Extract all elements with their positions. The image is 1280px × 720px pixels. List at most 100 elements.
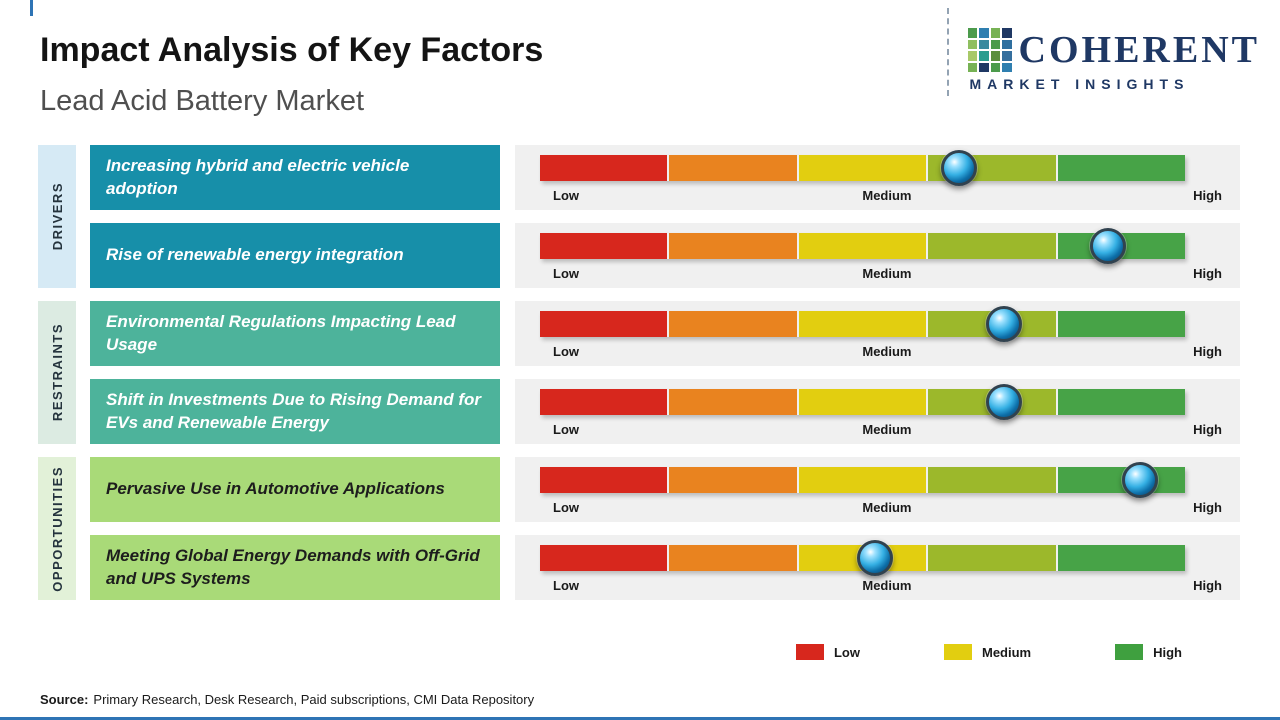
factor-row: Shift in Investments Due to Rising Deman… <box>90 379 1240 444</box>
legend: Low Medium High <box>795 644 1182 660</box>
impact-marker <box>857 540 894 576</box>
factor-text: Increasing hybrid and electric vehicle a… <box>106 156 410 198</box>
bar-segment-high <box>1057 389 1186 415</box>
bar-segment-medium <box>798 233 927 259</box>
bar-segment-low <box>540 311 668 337</box>
bar-segment-high <box>1057 311 1186 337</box>
logo-tagline: MARKET INSIGHTS <box>969 76 1190 92</box>
factor-row: Pervasive Use in Automotive Applications… <box>90 457 1240 522</box>
page-subtitle: Lead Acid Battery Market <box>40 85 364 117</box>
legend-label-high: High <box>1153 644 1182 660</box>
factor-box: Pervasive Use in Automotive Applications <box>90 457 500 522</box>
impact-bar <box>540 306 1186 342</box>
legend-swatch-high <box>1115 644 1144 660</box>
logo-mosaic-icon <box>967 28 1012 72</box>
bar-segment-low-medium <box>669 389 797 415</box>
legend-swatch-medium <box>943 644 972 660</box>
scale-label-medium: Medium <box>862 344 912 359</box>
impact-marker <box>986 384 1023 420</box>
scale-label-medium: Medium <box>862 578 912 593</box>
impact-bar <box>540 462 1186 498</box>
category-strip-restraints: RESTRAINTS <box>38 301 76 444</box>
bar-segment-high <box>1057 545 1186 571</box>
impact-bar <box>540 384 1186 420</box>
logo: COHERENT MARKET INSIGHTS <box>967 28 1260 92</box>
impact-marker <box>941 150 978 186</box>
impact-marker <box>1089 228 1126 264</box>
category-label-opportunities: OPPORTUNITIES <box>49 465 65 592</box>
impact-scale-panel: Low Medium High <box>515 301 1240 366</box>
impact-bar <box>540 228 1186 264</box>
accent-tick <box>30 0 33 16</box>
category-strip-opportunities: OPPORTUNITIES <box>38 457 76 600</box>
bar-segment-medium-high <box>928 233 1056 259</box>
bar-segment-medium-high <box>928 545 1056 571</box>
impact-marker <box>1121 462 1158 498</box>
scale-label-high: High <box>1193 500 1222 515</box>
scale-label-medium: Medium <box>862 422 912 437</box>
impact-analysis-grid: DRIVERS Increasing hybrid and electric v… <box>38 145 1240 600</box>
factor-text: Rise of renewable energy integration <box>106 245 404 265</box>
bar-segment-low <box>540 545 668 571</box>
group-restraints: RESTRAINTS Environmental Regulations Imp… <box>38 301 1240 444</box>
category-strip-drivers: DRIVERS <box>38 145 76 288</box>
scale-label-high: High <box>1193 266 1222 281</box>
bar-segment-low-medium <box>669 311 797 337</box>
impact-scale-panel: Low Medium High <box>515 457 1240 522</box>
factor-box: Shift in Investments Due to Rising Deman… <box>90 379 500 444</box>
impact-scale-panel: Low Medium High <box>515 379 1240 444</box>
factor-row: Rise of renewable energy integration Low… <box>90 223 1240 288</box>
impact-bar <box>540 150 1186 186</box>
source-text: Primary Research, Desk Research, Paid su… <box>93 692 535 707</box>
legend-item-low: Low <box>795 644 860 660</box>
scale-label-medium: Medium <box>862 266 912 281</box>
category-label-drivers: DRIVERS <box>49 182 65 251</box>
scale-label-high: High <box>1193 188 1222 203</box>
impact-scale-panel: Low Medium High <box>515 535 1240 600</box>
scale-label-high: High <box>1193 578 1222 593</box>
legend-item-high: High <box>1115 644 1182 660</box>
scale-label-high: High <box>1193 422 1222 437</box>
impact-marker <box>986 306 1023 342</box>
factor-text: Shift in Investments Due to Rising Deman… <box>106 390 481 432</box>
bar-segment-low <box>540 467 668 493</box>
factor-box: Meeting Global Energy Demands with Off-G… <box>90 535 500 600</box>
source-prefix: Source: <box>40 692 89 707</box>
scale-label-high: High <box>1193 344 1222 359</box>
footer-accent-line <box>0 717 1280 720</box>
bar-segment-medium <box>798 467 927 493</box>
impact-scale-panel: Low Medium High <box>515 223 1240 288</box>
scale-label-medium: Medium <box>862 500 912 515</box>
impact-scale-panel: Low Medium High <box>515 145 1240 210</box>
factor-box: Environmental Regulations Impacting Lead… <box>90 301 500 366</box>
page-title: Impact Analysis of Key Factors <box>40 31 544 69</box>
legend-item-medium: Medium <box>943 644 1032 660</box>
legend-label-low: Low <box>833 644 860 660</box>
bar-segment-low <box>540 155 668 181</box>
scale-label-low: Low <box>553 344 579 359</box>
legend-swatch-low <box>795 644 824 660</box>
legend-label-medium: Medium <box>981 644 1032 660</box>
scale-label-low: Low <box>553 188 579 203</box>
factor-row: Increasing hybrid and electric vehicle a… <box>90 145 1240 210</box>
bar-segment-high <box>1057 467 1186 493</box>
bar-segment-medium <box>798 155 927 181</box>
impact-bar <box>540 540 1186 576</box>
bar-segment-medium <box>798 311 927 337</box>
logo-word: COHERENT <box>1018 29 1260 71</box>
bar-segment-low <box>540 233 668 259</box>
group-drivers: DRIVERS Increasing hybrid and electric v… <box>38 145 1240 288</box>
bar-segment-low <box>540 389 668 415</box>
scale-label-low: Low <box>553 500 579 515</box>
factor-text: Pervasive Use in Automotive Applications <box>106 479 445 499</box>
scale-label-low: Low <box>553 422 579 437</box>
bar-segment-low-medium <box>669 467 797 493</box>
category-label-restraints: RESTRAINTS <box>49 323 65 422</box>
logo-wordmark: COHERENT <box>967 28 1260 72</box>
source-line: Source: Primary Research, Desk Research, … <box>40 692 534 707</box>
scale-label-low: Low <box>553 266 579 281</box>
bar-segment-low-medium <box>669 233 797 259</box>
bar-segment-medium-high <box>928 467 1056 493</box>
factor-box: Rise of renewable energy integration <box>90 223 500 288</box>
factor-row: Environmental Regulations Impacting Lead… <box>90 301 1240 366</box>
